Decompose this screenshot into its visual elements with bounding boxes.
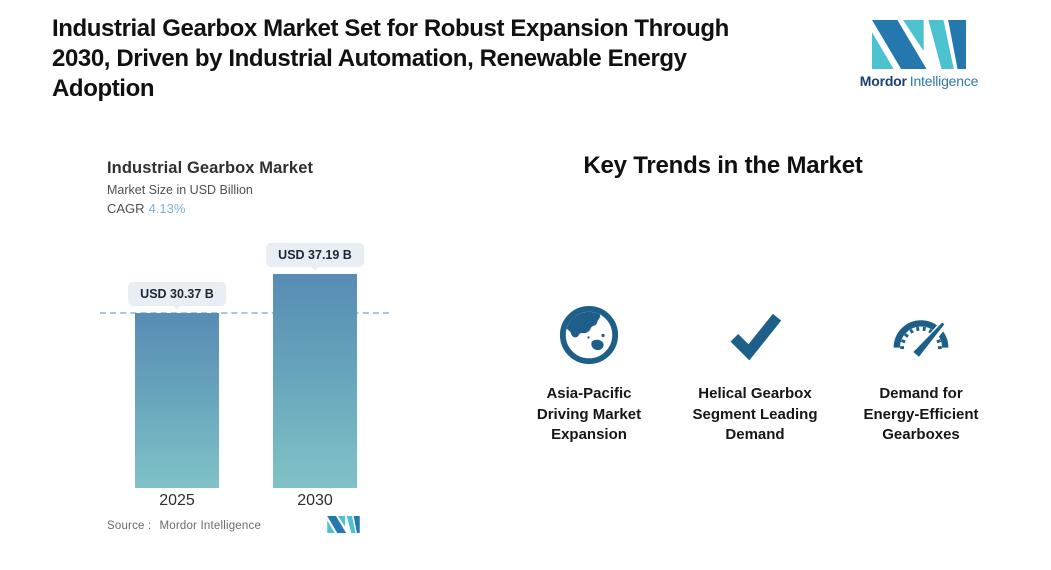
- bar-2030: [273, 274, 357, 488]
- cagr-label: CAGR: [107, 201, 145, 216]
- value-badge-2030: USD 37.19 B: [267, 244, 363, 266]
- source-value: Mordor Intelligence: [159, 520, 262, 532]
- brand-name: Mordor Intelligence: [854, 73, 984, 89]
- trend-asia-pacific: Asia-Pacific Driving Market Expansion: [506, 296, 672, 446]
- baseline-dashed-line: [100, 312, 389, 314]
- trends-row: Asia-Pacific Driving Market Expansion He…: [506, 296, 1004, 446]
- chart-subtitle: Market Size in USD Billion: [107, 183, 253, 197]
- x-axis-label-2025: 2025: [159, 492, 195, 509]
- x-axis-label-2030: 2030: [297, 492, 333, 509]
- cagr-value: 4.13%: [148, 201, 186, 216]
- trend-label-energy-efficient: Demand for Energy-Efficient Gearboxes: [863, 385, 979, 443]
- trend-helical-gearbox: Helical Gearbox Segment Leading Demand: [672, 296, 838, 446]
- source-logo-icon: [327, 516, 360, 533]
- chart-title: Industrial Gearbox Market: [107, 159, 314, 177]
- trend-label-asia-pacific: Asia-Pacific Driving Market Expansion: [536, 385, 642, 443]
- value-badge-2025: USD 30.37 B: [129, 283, 225, 305]
- checkmark-icon: [730, 313, 782, 361]
- trend-label-helical-gearbox: Helical Gearbox Segment Leading Demand: [692, 385, 818, 443]
- page-title: Industrial Gearbox Market Set for Robust…: [52, 15, 729, 102]
- gauge-icon: [893, 318, 950, 363]
- trends-heading: Key Trends in the Market: [583, 152, 863, 179]
- brand-name-bold: Mordor: [859, 73, 907, 89]
- source-line: Source : Mordor Intelligence: [107, 520, 261, 532]
- trend-icon-box: [888, 296, 954, 374]
- trend-energy-efficient: Demand for Energy-Efficient Gearboxes: [838, 296, 1004, 446]
- trend-icon-box: [725, 296, 785, 374]
- bar-2025: [135, 313, 219, 488]
- source-label: Source :: [107, 520, 152, 532]
- mordor-intelligence-logo-icon: [872, 20, 966, 69]
- globe-asia-icon: [559, 305, 619, 365]
- chart-cagr: CAGR 4.13%: [107, 201, 185, 216]
- trend-icon-box: [558, 296, 620, 374]
- brand-logo: Mordor Intelligence: [854, 20, 984, 89]
- brand-name-light: Intelligence: [909, 73, 979, 89]
